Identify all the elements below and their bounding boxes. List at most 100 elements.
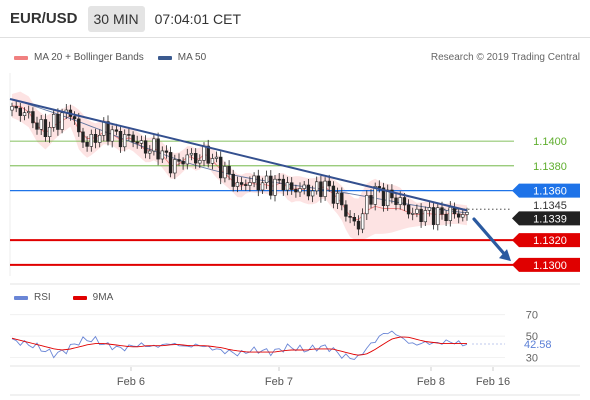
candle: [273, 175, 277, 202]
candle-body: [260, 182, 265, 191]
candle-body: [248, 182, 252, 186]
candle: [456, 208, 461, 224]
candle-body: [206, 145, 210, 164]
candle-body: [373, 186, 377, 205]
candle: [168, 146, 173, 178]
candle-body: [235, 182, 240, 187]
instrument-name: EUR/USD: [10, 10, 78, 27]
candle: [310, 185, 315, 203]
candle-body: [448, 207, 452, 222]
current-price-label-tag: [512, 211, 580, 226]
candle-body: [456, 213, 461, 218]
timeframe-button[interactable]: 30 MIN: [87, 5, 145, 32]
candle-body: [277, 178, 281, 181]
candle-body: [223, 166, 227, 179]
candle-body: [139, 140, 144, 144]
candle: [14, 100, 18, 113]
rsi-legend-label: RSI: [34, 292, 51, 303]
candle: [431, 202, 436, 230]
candle-body: [415, 208, 419, 214]
candle-body: [419, 208, 423, 222]
candle: [177, 153, 181, 167]
current-price-label: 1.1339: [512, 211, 580, 226]
candle-body: [98, 135, 102, 143]
rsi-swatch: [14, 295, 28, 300]
candle: [118, 125, 123, 153]
candle: [181, 157, 185, 170]
candle-body: [231, 173, 235, 187]
candle: [152, 134, 156, 156]
candle-body: [148, 150, 152, 154]
candle-body: [173, 159, 177, 174]
candle: [98, 129, 102, 148]
candle-body: [365, 195, 369, 215]
candle: [331, 181, 336, 209]
candle: [356, 215, 361, 236]
x-tick-label: Feb 7: [265, 376, 293, 388]
candle-body: [281, 178, 285, 191]
candle-body: [294, 189, 298, 193]
candle: [306, 179, 311, 201]
candle: [340, 187, 344, 211]
candle: [369, 189, 373, 209]
candle: [260, 177, 265, 194]
candle: [239, 177, 244, 191]
research-credit: Research © 2019 Trading Central: [430, 52, 580, 63]
price-label-1.1300-tag: [512, 257, 580, 272]
candle-body: [219, 156, 223, 179]
candle: [60, 108, 64, 134]
candle-body: [340, 192, 344, 206]
candle: [360, 208, 365, 234]
ma20-swatch: [14, 55, 28, 60]
candle: [335, 187, 340, 209]
ma50-line-group: [11, 98, 468, 214]
candle-body: [436, 207, 440, 225]
candle: [444, 210, 448, 226]
candle-body: [427, 207, 432, 211]
candle: [248, 176, 252, 192]
ma20-legend-label: MA 20 + Bollinger Bands: [34, 52, 144, 63]
price-label-group: 1.1400 1.1380 1.1360 1.1320 1.1300 1.13451.13…: [512, 136, 580, 272]
price-label-1.1300: 1.1300: [512, 257, 580, 272]
candle: [81, 127, 85, 148]
chart-header: EUR/USD 30 MIN 07:04:01 CET: [0, 0, 590, 37]
candle: [227, 160, 231, 181]
candle: [10, 102, 14, 117]
candle-body: [264, 175, 269, 183]
candle-body: [194, 153, 198, 164]
candle-body: [189, 153, 194, 156]
candle: [173, 154, 177, 180]
timestamp: 07:04:01 CET: [154, 10, 242, 27]
candle: [77, 112, 81, 137]
candle-body: [106, 121, 110, 142]
candle: [419, 203, 423, 228]
candle: [427, 201, 432, 217]
candle-body: [344, 204, 348, 217]
candle: [185, 148, 189, 170]
candle-body: [360, 213, 365, 230]
candle-body: [252, 175, 256, 183]
candle-body: [47, 127, 52, 138]
candle-body: [110, 129, 114, 142]
candle: [390, 184, 394, 204]
candle-body: [406, 204, 411, 215]
candle: [160, 146, 164, 163]
candle-body: [168, 152, 173, 174]
candle: [47, 121, 52, 143]
candle: [281, 174, 285, 196]
price-label-1.1360-text: 1.1360: [533, 186, 567, 198]
candle: [43, 113, 48, 142]
candle: [198, 154, 202, 168]
ma9-swatch: [72, 295, 87, 300]
x-tick-label: Feb 8: [417, 376, 445, 388]
candle: [18, 103, 22, 122]
candle: [406, 199, 411, 219]
rsi-line: [11, 330, 468, 360]
candle-body: [390, 189, 394, 199]
price-label-1.1400-text: 1.1400: [533, 136, 567, 148]
candle-body: [18, 107, 22, 116]
candle-body: [14, 106, 18, 109]
current-price-label-text: 1.1339: [533, 213, 567, 225]
candle-body: [461, 214, 465, 218]
